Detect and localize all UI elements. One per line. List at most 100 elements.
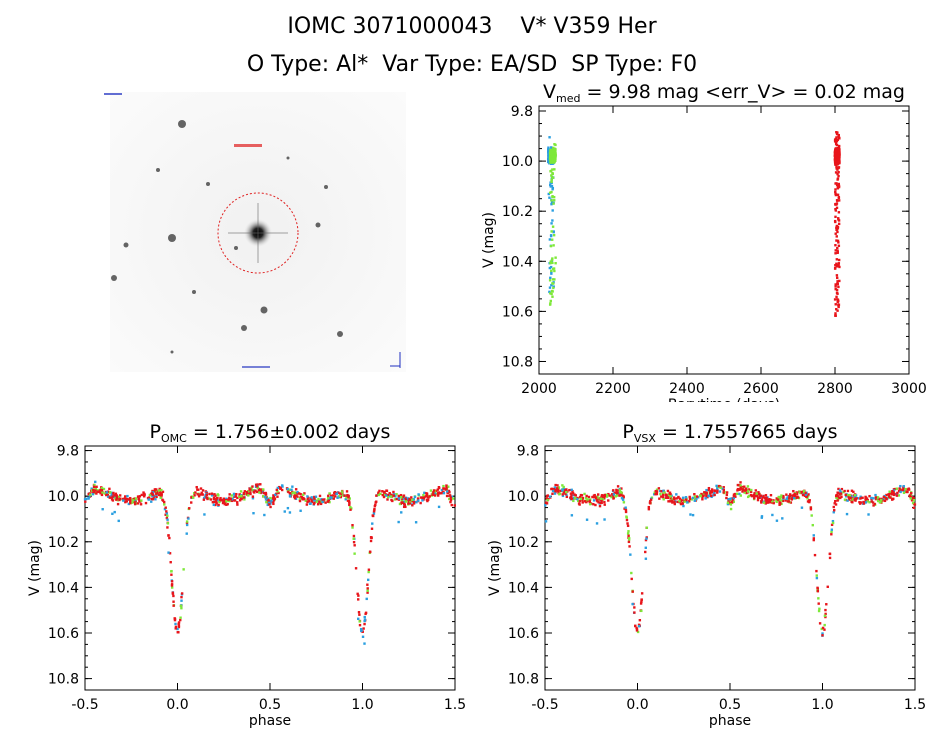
data-point bbox=[554, 256, 557, 259]
data-point bbox=[304, 499, 307, 502]
corner-mark bbox=[104, 93, 122, 95]
data-point bbox=[764, 498, 767, 501]
data-point bbox=[331, 494, 335, 497]
data-point bbox=[581, 501, 584, 504]
data-point bbox=[570, 514, 574, 517]
data-point bbox=[171, 592, 175, 595]
data-point bbox=[562, 485, 565, 489]
data-point bbox=[432, 493, 435, 496]
data-point bbox=[230, 494, 234, 497]
data-point bbox=[693, 499, 696, 502]
y-tick-label: 10.2 bbox=[502, 204, 533, 220]
data-point bbox=[84, 497, 88, 501]
data-point bbox=[447, 485, 450, 488]
data-point bbox=[209, 498, 213, 501]
data-point bbox=[603, 518, 606, 521]
data-point bbox=[837, 244, 841, 247]
data-point bbox=[357, 598, 360, 601]
data-point bbox=[808, 500, 811, 504]
data-point bbox=[414, 521, 418, 524]
data-point bbox=[548, 286, 552, 289]
data-point bbox=[133, 502, 137, 506]
data-point bbox=[782, 494, 785, 498]
data-point bbox=[550, 230, 553, 233]
data-point bbox=[617, 489, 620, 492]
x-tick-label: 0.5 bbox=[259, 697, 281, 713]
data-point bbox=[823, 628, 826, 631]
data-point bbox=[102, 487, 106, 491]
x-tick-label: 2600 bbox=[743, 381, 779, 397]
data-point bbox=[630, 577, 633, 581]
data-point bbox=[835, 235, 838, 238]
data-point bbox=[835, 228, 839, 231]
data-point bbox=[329, 494, 333, 498]
data-point bbox=[548, 266, 552, 270]
plot-title: POMC = 1.756±0.002 days bbox=[150, 421, 391, 445]
data-point bbox=[779, 496, 783, 499]
data-point bbox=[679, 502, 683, 506]
x-tick-label: 0.0 bbox=[626, 697, 648, 713]
data-point bbox=[812, 534, 815, 537]
plot-frame bbox=[544, 445, 916, 691]
data-point bbox=[704, 491, 707, 495]
data-point bbox=[131, 501, 134, 504]
data-point bbox=[220, 498, 223, 502]
data-point bbox=[451, 497, 455, 500]
data-point bbox=[839, 496, 842, 500]
data-point bbox=[744, 488, 748, 492]
data-point bbox=[551, 195, 554, 199]
data-point bbox=[233, 499, 237, 502]
data-point bbox=[161, 499, 165, 502]
data-point bbox=[851, 501, 854, 504]
data-point bbox=[892, 491, 895, 494]
data-point bbox=[834, 285, 837, 288]
data-point bbox=[837, 199, 841, 202]
data-point bbox=[425, 495, 428, 498]
data-point bbox=[397, 520, 400, 524]
data-point bbox=[401, 497, 404, 501]
data-point bbox=[599, 501, 602, 505]
data-point bbox=[389, 495, 393, 498]
data-point bbox=[818, 607, 821, 611]
data-point bbox=[550, 146, 553, 149]
data-point bbox=[272, 499, 276, 502]
data-point bbox=[585, 494, 588, 498]
data-point bbox=[553, 152, 557, 155]
data-point bbox=[659, 489, 662, 493]
data-point bbox=[670, 499, 674, 502]
data-point bbox=[217, 503, 220, 507]
data-point bbox=[121, 497, 125, 501]
data-point bbox=[781, 517, 784, 520]
data-point bbox=[392, 494, 395, 497]
data-point bbox=[839, 492, 843, 495]
data-point bbox=[586, 498, 589, 501]
data-point bbox=[548, 238, 552, 241]
x-tick-label: 3000 bbox=[891, 381, 927, 397]
data-point bbox=[659, 492, 662, 496]
data-point bbox=[358, 613, 361, 616]
data-point bbox=[712, 494, 715, 497]
y-tick-label: 10.0 bbox=[502, 154, 533, 170]
data-point bbox=[806, 497, 809, 500]
data-point bbox=[895, 487, 898, 490]
sky-image bbox=[104, 92, 406, 372]
data-point bbox=[836, 300, 839, 304]
data-point bbox=[335, 492, 338, 495]
data-point bbox=[812, 538, 815, 542]
y-axis-label: V (mag) bbox=[481, 212, 497, 268]
data-point bbox=[594, 496, 598, 499]
data-point bbox=[902, 485, 905, 488]
data-point bbox=[346, 499, 350, 502]
data-point bbox=[798, 491, 802, 494]
data-point bbox=[655, 488, 659, 491]
data-point bbox=[267, 501, 271, 505]
data-point bbox=[868, 494, 871, 498]
data-point bbox=[166, 526, 169, 529]
data-point bbox=[101, 508, 104, 511]
data-point bbox=[202, 498, 206, 501]
data-point bbox=[286, 487, 289, 491]
data-point bbox=[321, 500, 324, 504]
data-point bbox=[561, 493, 564, 496]
data-point bbox=[204, 496, 208, 499]
data-point bbox=[371, 514, 375, 518]
